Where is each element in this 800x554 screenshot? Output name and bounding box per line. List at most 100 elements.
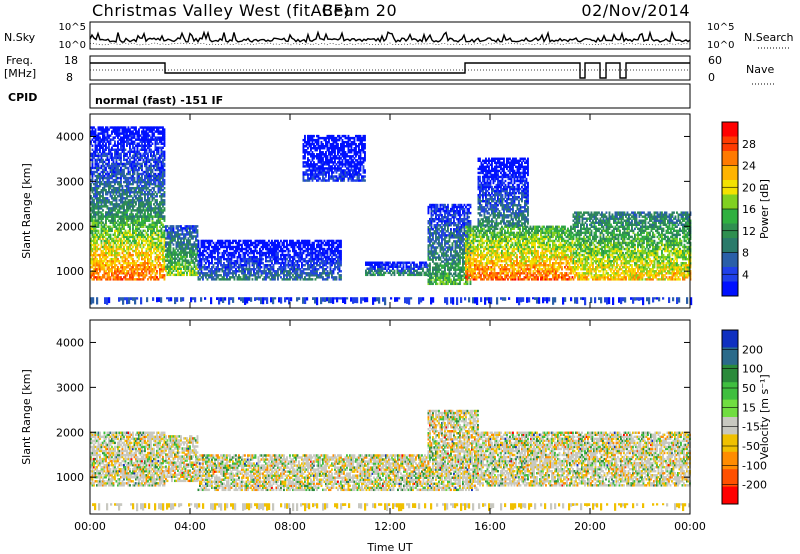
data-cell [180, 229, 182, 232]
data-cell [133, 217, 136, 220]
data-cell [150, 278, 152, 281]
data-cell [171, 271, 173, 275]
data-cell [162, 215, 164, 218]
data-cell [159, 261, 161, 265]
data-cell [160, 162, 163, 166]
data-cell [90, 170, 92, 174]
data-cell [165, 267, 167, 270]
data-cell [102, 221, 104, 224]
data-cell [141, 263, 143, 267]
data-cell [112, 223, 115, 226]
data-cell [126, 166, 128, 170]
data-cell [148, 144, 151, 147]
data-cell [93, 268, 95, 271]
data-cell [203, 266, 206, 269]
data-cell [150, 239, 152, 243]
data-cell [141, 203, 143, 206]
data-cell [91, 203, 94, 206]
data-cell [93, 189, 95, 192]
data-cell [126, 191, 128, 194]
data-cell [136, 251, 139, 255]
data-cell [99, 215, 101, 218]
data-cell [145, 144, 148, 147]
data-cell [96, 239, 98, 243]
data-cell [154, 243, 157, 247]
data-cell [147, 207, 149, 210]
data-cell [172, 231, 175, 234]
data-cell [103, 160, 106, 164]
data-cell [195, 229, 197, 232]
data-cell [106, 233, 109, 237]
data-cell [123, 225, 125, 229]
data-cell [108, 152, 110, 156]
data-cell [159, 215, 161, 218]
data-cell [147, 266, 149, 269]
data-cell [90, 241, 92, 245]
data-cell [100, 235, 103, 239]
data-cell [99, 132, 101, 135]
data-cell [94, 221, 97, 224]
data-cell [136, 174, 139, 178]
data-cell [175, 227, 178, 230]
data-cell [132, 235, 134, 239]
data-cell [163, 170, 166, 174]
data-cell [171, 241, 173, 244]
data-cell [133, 201, 136, 204]
data-cell [135, 221, 137, 224]
data-cell [153, 266, 155, 269]
data-cell [160, 160, 163, 164]
data-cell [114, 154, 116, 158]
data-cell [123, 152, 125, 156]
data-cell [132, 209, 134, 212]
data-cell [99, 211, 101, 214]
data-cell [178, 225, 181, 228]
data-cell [154, 278, 157, 281]
data-cell [117, 241, 119, 245]
data-cell [148, 225, 151, 229]
data-cell [157, 211, 160, 214]
data-cell [100, 174, 103, 178]
data-cell [162, 152, 164, 156]
data-cell [177, 259, 179, 262]
data-cell [96, 154, 98, 158]
data-cell [160, 211, 163, 214]
data-cell [145, 219, 148, 222]
data-cell [136, 180, 139, 184]
data-cell [203, 247, 206, 251]
data-cell [138, 257, 140, 261]
data-cell [151, 207, 154, 210]
data-cell [132, 146, 134, 149]
data-cell [109, 259, 112, 263]
data-cell [139, 209, 142, 212]
data-cell [200, 270, 203, 273]
data-cell [126, 176, 128, 180]
data-cell [136, 237, 139, 241]
data-cell [138, 217, 140, 220]
data-cell [135, 130, 137, 133]
data-cell [93, 132, 95, 135]
data-cell [94, 249, 97, 253]
data-cell [121, 221, 124, 224]
data-cell [97, 213, 100, 216]
data-cell [156, 249, 158, 253]
data-cell [130, 211, 133, 214]
data-cell [138, 166, 140, 170]
data-cell [126, 261, 128, 265]
freq-left-label-top: Freq. [6, 54, 33, 67]
data-cell [105, 146, 107, 149]
data-cell [109, 186, 112, 190]
data-cell [142, 128, 145, 131]
data-cell [196, 243, 199, 246]
data-cell [111, 191, 113, 194]
data-cell [121, 199, 124, 202]
data-cell [135, 251, 137, 255]
data-cell [199, 251, 201, 255]
freq-frame [89, 55, 691, 81]
data-cell [144, 223, 146, 226]
data-cell [192, 245, 194, 248]
data-cell [97, 186, 100, 190]
data-cell [151, 138, 154, 141]
data-cell [126, 195, 128, 198]
data-cell [91, 209, 94, 212]
data-cell [144, 174, 146, 178]
